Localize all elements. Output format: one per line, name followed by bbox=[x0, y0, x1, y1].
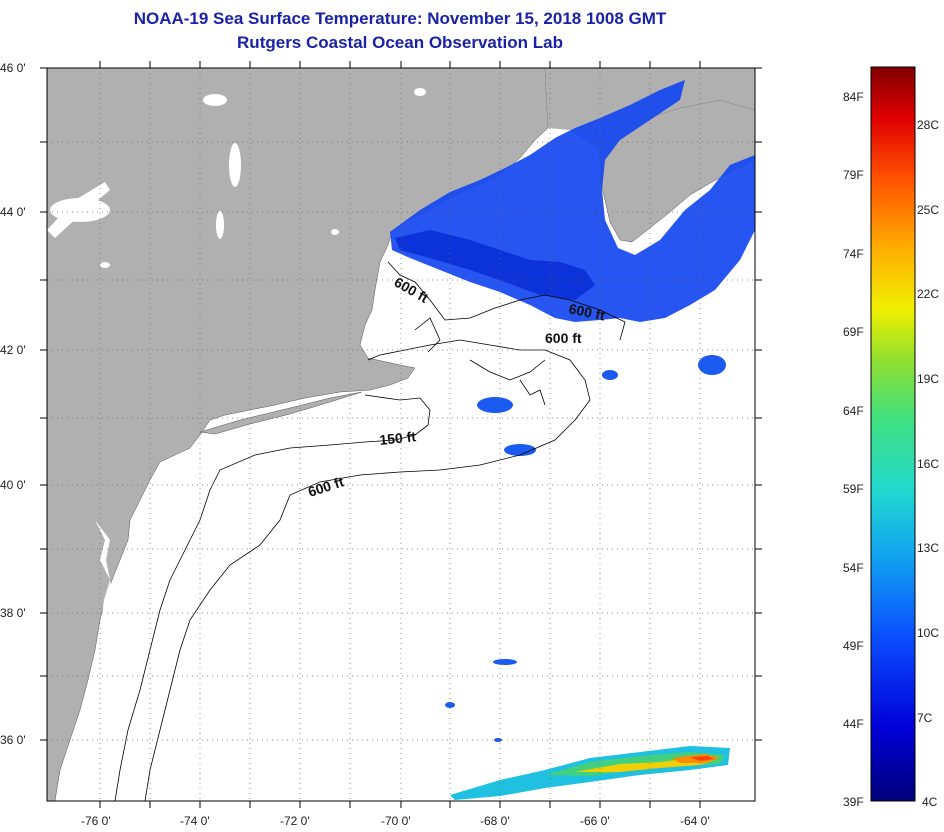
map-title: NOAA-19 Sea Surface Temperature: Novembe… bbox=[133, 9, 667, 28]
map-subtitle: Rutgers Coastal Ocean Observation Lab bbox=[237, 33, 563, 52]
colorbar-f-label: 54F bbox=[843, 561, 864, 575]
colorbar-f-label: 64F bbox=[843, 404, 864, 418]
colorbar-c-label: 7C bbox=[917, 711, 933, 725]
contour-label: 600 ft bbox=[567, 300, 606, 323]
colorbar-c-label: 13C bbox=[917, 541, 939, 555]
lat-label: 44 0' bbox=[0, 205, 26, 219]
bathymetry-contours bbox=[114, 261, 626, 801]
lat-label: 46 0' bbox=[0, 61, 26, 75]
grid-lines bbox=[47, 68, 755, 801]
axis-ticks bbox=[40, 61, 762, 808]
lon-label: -68 0' bbox=[480, 814, 510, 828]
colorbar-c-label: 4C bbox=[922, 795, 938, 809]
lat-label: 38 0' bbox=[0, 606, 26, 620]
lon-label: -64 0' bbox=[680, 814, 710, 828]
colorbar-f-label: 69F bbox=[843, 325, 864, 339]
chesapeake-bay bbox=[86, 520, 112, 720]
temperature-colorbar bbox=[870, 66, 916, 802]
sst-gulf-of-maine-dark bbox=[395, 230, 595, 300]
contour-label: 150 ft bbox=[379, 428, 417, 448]
colorbar-f-label: 84F bbox=[843, 90, 864, 104]
lon-label: -66 0' bbox=[580, 814, 610, 828]
colorbar-c-label: 28C bbox=[917, 118, 939, 132]
land-long-island bbox=[199, 391, 363, 435]
colorbar-f-label: 49F bbox=[843, 639, 864, 653]
lon-label: -72 0' bbox=[280, 814, 310, 828]
lake-champlain bbox=[47, 182, 110, 238]
colorbar-c-label: 22C bbox=[917, 287, 939, 301]
land-nova-scotia bbox=[599, 99, 755, 243]
lon-label: -70 0' bbox=[381, 814, 411, 828]
lat-label: 36 0' bbox=[0, 733, 26, 747]
colorbar-c-label: 25C bbox=[917, 203, 939, 217]
lon-label: -76 0' bbox=[81, 814, 111, 828]
colorbar-f-label: 44F bbox=[843, 717, 864, 731]
colorbar-c-label: 19C bbox=[917, 372, 939, 386]
colorbar-f-label: 59F bbox=[843, 482, 864, 496]
colorbar-f-label: 74F bbox=[843, 247, 864, 261]
sst-patches-blue bbox=[445, 355, 726, 742]
lon-label: -74 0' bbox=[180, 814, 210, 828]
lat-label: 40 0' bbox=[0, 478, 26, 492]
colorbar-c-label: 10C bbox=[917, 626, 939, 640]
sst-gulf-stream bbox=[450, 746, 730, 800]
lat-label: 42 0' bbox=[0, 343, 26, 357]
colorbar-c-label: 16C bbox=[917, 457, 939, 471]
colorbar-f-label: 79F bbox=[843, 168, 864, 182]
contour-label: 600 ft bbox=[545, 330, 582, 346]
colorbar-f-label: 39F bbox=[843, 795, 864, 809]
